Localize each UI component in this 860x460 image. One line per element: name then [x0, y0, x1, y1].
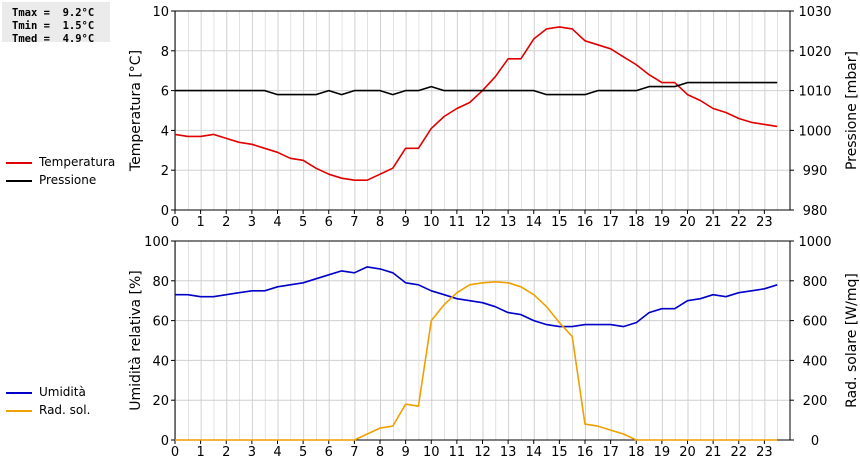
legend-label-temperatura: Temperatura: [39, 155, 116, 169]
chart1-xtick-label: 10: [423, 215, 440, 230]
chart2-xtick-label: 13: [500, 445, 517, 460]
chart1-xtick-label: 23: [756, 215, 773, 230]
chart2-xtick-label: 0: [171, 445, 179, 460]
stats-box: Tmax = 9.2°C Tmin = 1.5°C Tmed = 4.9°C: [2, 2, 110, 45]
chart2-xtick-label: 15: [551, 445, 568, 460]
chart1-ytick-right-label: 980: [803, 204, 828, 219]
chart2-xtick-label: 14: [525, 445, 542, 460]
series-line-pressione: [175, 81, 778, 96]
chart1-xtick-label: 18: [628, 215, 645, 230]
chart2-xtick-label: 18: [628, 445, 645, 460]
chart2-ytick-right-label: 0: [811, 434, 819, 449]
chart2-xtick-label: 6: [325, 445, 333, 460]
chart2-ytick-left-label: 100: [144, 235, 169, 250]
chart1-xtick-label: 7: [350, 215, 358, 230]
chart1-xtick-label: 1: [196, 215, 204, 230]
chart2-ylabel-left: Umidità relativa [%]: [128, 270, 144, 411]
chart2-ytick-right-label: 800: [803, 275, 828, 290]
chart1-ytick-left-label: 10: [152, 5, 169, 20]
chart2-ytick-left-label: 80: [152, 275, 169, 290]
chart2-xtick-label: 4: [273, 445, 281, 460]
series-line-temperatura: [174, 26, 778, 181]
chart1-ytick-right-label: 1030: [798, 5, 831, 20]
chart1-xtick-label: 8: [376, 215, 384, 230]
series-line-rad-sol: [175, 280, 778, 441]
legend-label-rad-sol: Rad. sol.: [39, 403, 91, 417]
chart1-ylabel-left: Temperatura [°C]: [128, 50, 144, 172]
chart2-ytick-right-label: 600: [803, 315, 828, 330]
chart2-xtick-label: 23: [756, 445, 773, 460]
chart2-ytick-right-label: 1000: [798, 235, 831, 250]
chart1-xtick-label: 13: [500, 215, 517, 230]
chart1-ytick-right-label: 1000: [798, 124, 831, 139]
chart1-ytick-right-label: 990: [803, 164, 828, 179]
legend-swatch-umidita: [6, 392, 32, 394]
chart1-ytick-right-label: 1010: [798, 85, 831, 100]
chart1-xtick-label: 19: [654, 215, 671, 230]
chart1-xtick-label: 0: [171, 215, 179, 230]
chart1-xtick-label: 5: [299, 215, 307, 230]
chart1-xtick-label: 3: [248, 215, 256, 230]
chart2-xtick-label: 19: [654, 445, 671, 460]
chart1-xtick-label: 9: [401, 215, 409, 230]
chart1-xtick-label: 4: [273, 215, 281, 230]
chart1-ytick-left-label: 2: [161, 164, 169, 179]
tmax-text: Tmax = 9.2°C: [12, 7, 95, 19]
legend-swatch-pressione: [6, 180, 32, 182]
chart2-xtick-label: 22: [730, 445, 747, 460]
chart1-xtick-label: 2: [222, 215, 230, 230]
chart1-xtick-label: 17: [602, 215, 619, 230]
chart2-xtick-label: 21: [705, 445, 722, 460]
chart2-ytick-left-label: 40: [152, 354, 169, 369]
tmin-text: Tmin = 1.5°C: [12, 20, 95, 32]
chart2-ytick-left-label: 0: [161, 434, 169, 449]
chart2-xtick-label: 7: [350, 445, 358, 460]
chart2-ytick-right-label: 200: [803, 394, 828, 409]
chart2-xtick-label: 3: [248, 445, 256, 460]
chart2-xtick-label: 17: [602, 445, 619, 460]
chart2-xtick-label: 2: [222, 445, 230, 460]
chart2-xtick-label: 12: [474, 445, 491, 460]
chart2-ylabel-right: Rad. solare [W/mq]: [844, 273, 860, 408]
chart2-xtick-label: 11: [449, 445, 466, 460]
chart2-xtick-label: 20: [679, 445, 696, 460]
chart1-xtick-label: 11: [449, 215, 466, 230]
chart2-ytick-left-label: 20: [152, 394, 169, 409]
legend-label-umidita: Umidità: [39, 385, 86, 399]
chart1-xtick-label: 14: [525, 215, 542, 230]
chart2-xtick-label: 16: [577, 445, 594, 460]
chart2-ytick-left-label: 60: [152, 315, 169, 330]
chart1-xtick-label: 12: [474, 215, 491, 230]
chart1-ytick-left-label: 6: [161, 85, 169, 100]
chart2-xtick-label: 5: [299, 445, 307, 460]
legend-swatch-temperatura: [6, 162, 32, 164]
legend-swatch-rad-sol: [6, 410, 32, 412]
chart2-ytick-right-label: 400: [803, 354, 828, 369]
chart1-xtick-label: 6: [325, 215, 333, 230]
chart2-xtick-label: 9: [401, 445, 409, 460]
chart1-xtick-label: 15: [551, 215, 568, 230]
legend-label-pressione: Pressione: [39, 173, 97, 187]
chart1-ytick-right-label: 1020: [798, 45, 831, 60]
chart2-xtick-label: 1: [196, 445, 204, 460]
chart2-xtick-label: 10: [423, 445, 440, 460]
chart1-xtick-label: 22: [730, 215, 747, 230]
chart1-xtick-label: 20: [679, 215, 696, 230]
tmed-text: Tmed = 4.9°C: [12, 33, 95, 45]
series-line-umidit: [175, 266, 778, 328]
chart1-ytick-left-label: 0: [161, 204, 169, 219]
chart1-ytick-left-label: 4: [161, 124, 169, 139]
chart1-ylabel-right: Pressione [mbar]: [844, 51, 860, 170]
chart1-xtick-label: 16: [577, 215, 594, 230]
chart1-ytick-left-label: 8: [161, 45, 169, 60]
chart1-xtick-label: 21: [705, 215, 722, 230]
chart2-xtick-label: 8: [376, 445, 384, 460]
